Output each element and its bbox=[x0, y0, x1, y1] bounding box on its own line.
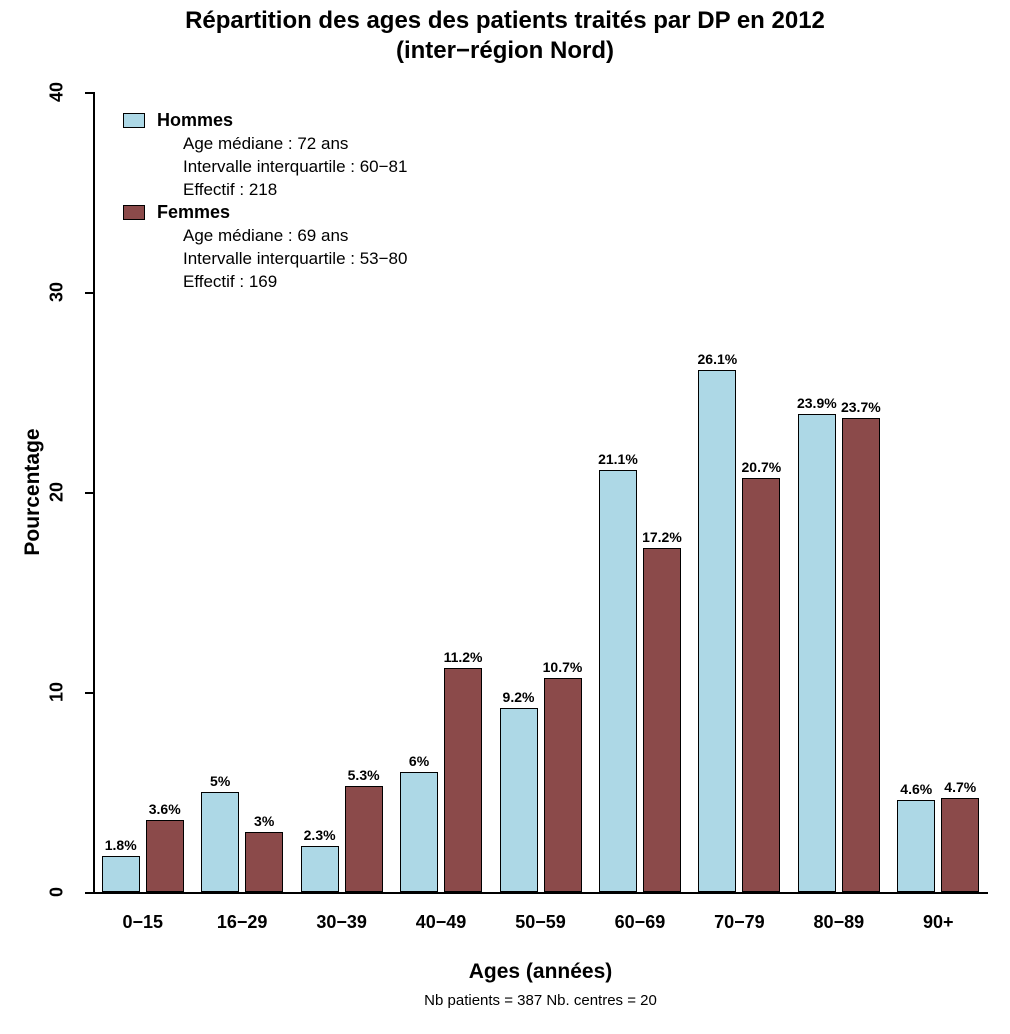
bar-femmes bbox=[544, 678, 582, 892]
bar-value-label: 1.8% bbox=[105, 837, 137, 853]
x-tick-label: 80−89 bbox=[814, 912, 865, 933]
x-tick-label: 70−79 bbox=[714, 912, 765, 933]
legend-detail-line: Intervalle interquartile : 60−81 bbox=[183, 156, 407, 179]
x-tick-label: 0−15 bbox=[122, 912, 163, 933]
x-tick-label: 50−59 bbox=[515, 912, 566, 933]
bar-value-label: 4.6% bbox=[900, 781, 932, 797]
y-axis-label: Pourcentage bbox=[21, 428, 45, 555]
bar-hommes bbox=[798, 414, 836, 892]
y-tick-label: 10 bbox=[47, 682, 68, 702]
y-tick bbox=[85, 692, 93, 694]
legend: HommesAge médiane : 72 ansIntervalle int… bbox=[123, 110, 407, 294]
x-tick-label: 30−39 bbox=[316, 912, 367, 933]
bar-femmes bbox=[444, 668, 482, 892]
legend-detail-line: Effectif : 169 bbox=[183, 271, 407, 294]
footnote: Nb patients = 387 Nb. centres = 20 bbox=[93, 992, 988, 1009]
legend-swatch bbox=[123, 113, 145, 128]
y-tick-label: 0 bbox=[47, 887, 68, 897]
bar-femmes bbox=[345, 786, 383, 892]
bar-hommes bbox=[500, 708, 538, 892]
x-tick-label: 40−49 bbox=[416, 912, 467, 933]
legend-entry-femmes: Femmes bbox=[123, 202, 407, 223]
x-axis-line bbox=[93, 892, 988, 894]
bar-value-label: 4.7% bbox=[944, 779, 976, 795]
bar-femmes bbox=[742, 478, 780, 892]
bar-femmes bbox=[245, 832, 283, 892]
bar-value-label: 26.1% bbox=[698, 351, 738, 367]
bar-value-label: 9.2% bbox=[503, 689, 535, 705]
bar-value-label: 2.3% bbox=[304, 827, 336, 843]
bar-value-label: 10.7% bbox=[543, 659, 583, 675]
bar-value-label: 23.9% bbox=[797, 395, 837, 411]
bar-femmes bbox=[941, 798, 979, 892]
bar-femmes bbox=[146, 820, 184, 892]
y-tick bbox=[85, 292, 93, 294]
y-tick bbox=[85, 492, 93, 494]
bar-hommes bbox=[400, 772, 438, 892]
legend-detail-line: Effectif : 218 bbox=[183, 179, 407, 202]
legend-series-name: Hommes bbox=[157, 110, 233, 131]
y-tick-label: 30 bbox=[47, 282, 68, 302]
y-tick bbox=[85, 892, 93, 894]
bar-hommes bbox=[599, 470, 637, 892]
bar-femmes bbox=[643, 548, 681, 892]
bar-value-label: 17.2% bbox=[642, 529, 682, 545]
y-tick-label: 40 bbox=[47, 82, 68, 102]
chart-title: Répartition des ages des patients traité… bbox=[0, 6, 1010, 66]
bar-value-label: 23.7% bbox=[841, 399, 881, 415]
bar-value-label: 11.2% bbox=[444, 649, 483, 665]
bar-value-label: 3.6% bbox=[149, 801, 181, 817]
bar-value-label: 5% bbox=[210, 773, 230, 789]
bar-hommes bbox=[897, 800, 935, 892]
page: Répartition des ages des patients traité… bbox=[0, 0, 1010, 1034]
bar-value-label: 20.7% bbox=[742, 459, 782, 475]
legend-detail-line: Age médiane : 69 ans bbox=[183, 225, 407, 248]
bar-hommes bbox=[698, 370, 736, 892]
bar-value-label: 21.1% bbox=[598, 451, 638, 467]
bar-value-label: 6% bbox=[409, 753, 429, 769]
y-tick-label: 20 bbox=[47, 482, 68, 502]
y-tick bbox=[85, 92, 93, 94]
legend-swatch bbox=[123, 205, 145, 220]
legend-entry-hommes: Hommes bbox=[123, 110, 407, 131]
x-axis-label: Ages (années) bbox=[93, 960, 988, 984]
bar-value-label: 5.3% bbox=[348, 767, 380, 783]
x-tick-label: 60−69 bbox=[615, 912, 666, 933]
x-tick-label: 16−29 bbox=[217, 912, 268, 933]
x-tick-label: 90+ bbox=[923, 912, 954, 933]
legend-detail-line: Age médiane : 72 ans bbox=[183, 133, 407, 156]
legend-detail-line: Intervalle interquartile : 53−80 bbox=[183, 248, 407, 271]
bar-femmes bbox=[842, 418, 880, 892]
bar-value-label: 3% bbox=[254, 813, 274, 829]
plot-area: 010203040Pourcentage0−151.8%3.6%16−295%3… bbox=[93, 92, 988, 892]
bar-hommes bbox=[201, 792, 239, 892]
y-axis-line bbox=[93, 92, 95, 892]
bar-hommes bbox=[102, 856, 140, 892]
bar-hommes bbox=[301, 846, 339, 892]
legend-series-name: Femmes bbox=[157, 202, 230, 223]
